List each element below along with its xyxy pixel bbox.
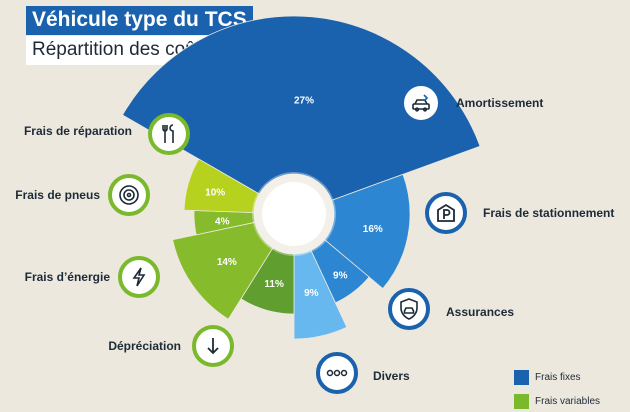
legend: Frais fixes Frais variables: [514, 368, 600, 410]
label-frais-energie: Frais d’énergie: [24, 270, 110, 284]
value-label: 4%: [215, 216, 230, 227]
lightning-icon: [118, 256, 160, 298]
legend-swatch-variable: [514, 393, 529, 409]
label-assurances: Assurances: [446, 305, 515, 319]
value-label: 27%: [294, 95, 314, 106]
value-label: 11%: [264, 279, 284, 290]
label-divers: Divers: [373, 369, 410, 383]
legend-label: Frais variables: [535, 395, 601, 407]
value-label: 14%: [217, 257, 237, 268]
legend-swatch-fixed: [514, 369, 529, 385]
value-label: 9%: [333, 270, 348, 281]
tools-icon: [148, 113, 190, 155]
car-depreciation-icon: [400, 82, 442, 124]
value-label: 10%: [205, 187, 225, 198]
slice-frais-de-stationnement: [324, 173, 411, 290]
slice-divers: [293, 249, 348, 340]
slice-amortissement: [121, 15, 481, 201]
center-hole: [262, 182, 326, 246]
label-frais-de-reparation: Frais de réparation: [23, 124, 132, 138]
legend-label: Frais fixes: [535, 371, 581, 383]
arrow-down-icon: [192, 325, 234, 367]
slice-frais-d-nergie: [172, 221, 274, 320]
car-insurance-icon: [388, 288, 430, 330]
tire-icon: [108, 174, 150, 216]
legend-item-frais-variables: Frais variables: [514, 392, 600, 410]
value-label: 16%: [363, 224, 383, 235]
label-amortissement: Amortissement: [456, 96, 544, 110]
parking-icon: [425, 192, 467, 234]
legend-item-frais-fixes: Frais fixes: [514, 368, 600, 386]
slice-frais-de-r-paration: [183, 158, 260, 214]
value-label: 9%: [304, 288, 319, 299]
label-frais-de-pneus: Frais de pneus: [15, 188, 100, 202]
page-title: Véhicule type du TCS: [26, 6, 253, 35]
label-depreciation: Dépréciation: [108, 339, 181, 353]
label-frais-de-stationnement: Frais de stationnement: [483, 206, 615, 220]
more-dots-icon: [316, 352, 358, 394]
